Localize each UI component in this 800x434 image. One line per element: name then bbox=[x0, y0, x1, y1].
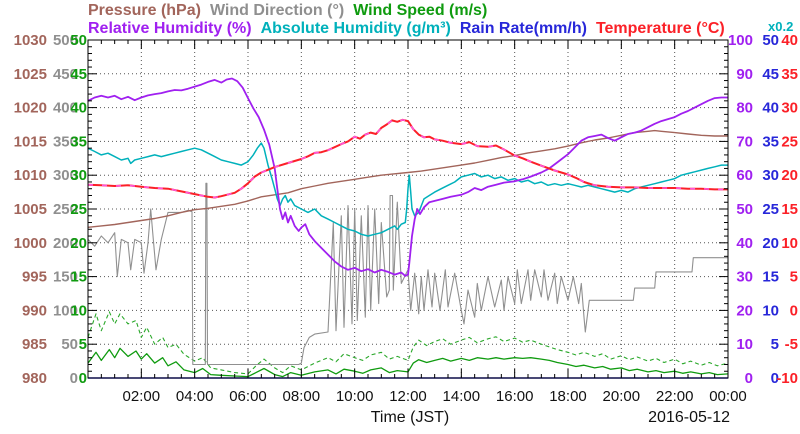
wind_direction-tick-label: 400 bbox=[53, 100, 78, 117]
pressure-tick-label: 995 bbox=[22, 269, 47, 286]
wind_speed-tick-label: 45 bbox=[70, 66, 87, 83]
wind_direction-tick-label: 500 bbox=[53, 32, 78, 49]
wind_direction-tick-label: 450 bbox=[53, 66, 78, 83]
temperature-tick-label: 30 bbox=[781, 100, 798, 117]
pressure-tick-label: 980 bbox=[22, 370, 47, 387]
time-tick-label: 02:00 bbox=[123, 388, 161, 405]
temperature-tick-label: 25 bbox=[781, 133, 798, 150]
temperature-tick-label: 15 bbox=[781, 201, 798, 218]
temperature-tick-label: 40 bbox=[781, 32, 798, 49]
legend-row-2: Relative Humidity (%) Absolute Humidity … bbox=[88, 21, 725, 37]
pressure-tick-label: 990 bbox=[22, 302, 47, 319]
rain_rate-tick-label: 20 bbox=[762, 235, 779, 252]
wind_direction-tick-label: 350 bbox=[53, 133, 78, 150]
time-tick-label: 14:00 bbox=[443, 388, 481, 405]
legend-pressure: Pressure (hPa) bbox=[88, 2, 201, 19]
relative_humidity-tick-label: 40 bbox=[736, 235, 753, 252]
wind_speed-tick-label: 40 bbox=[70, 100, 87, 117]
pressure-tick-label: 1010 bbox=[14, 167, 47, 184]
relative_humidity-tick-label: 30 bbox=[736, 269, 753, 286]
wind_direction-tick-label: 200 bbox=[53, 235, 78, 252]
relative_humidity-tick-label: 90 bbox=[736, 66, 753, 83]
pressure-tick-label: 985 bbox=[22, 336, 47, 353]
date-label: 2016-05-12 bbox=[648, 409, 730, 426]
temperature-tick-label: -5 bbox=[785, 336, 798, 353]
time-tick-label: 18:00 bbox=[549, 388, 587, 405]
time-tick-label: 00:00 bbox=[709, 388, 747, 405]
wind_speed-tick-label: 10 bbox=[70, 302, 87, 319]
pressure-tick-label: 1015 bbox=[14, 133, 47, 150]
temperature-tick-label: 35 bbox=[781, 66, 798, 83]
relative_humidity-tick-label: 100 bbox=[728, 32, 753, 49]
temperature-tick-label: 10 bbox=[781, 235, 798, 252]
wind_speed-tick-label: 35 bbox=[70, 133, 87, 150]
wind_speed-tick-label: 30 bbox=[70, 167, 87, 184]
legend-rain-rate: Rain Rate(mm/h) bbox=[459, 20, 587, 37]
wind_speed-tick-label: 0 bbox=[79, 370, 87, 387]
legend-relative-humidity: Relative Humidity (%) bbox=[88, 20, 252, 37]
rain_rate-tick-label: 5 bbox=[771, 336, 779, 353]
rain_rate-tick-label: 40 bbox=[762, 100, 779, 117]
wind_direction-tick-label: 150 bbox=[53, 269, 78, 286]
rain_rate-tick-label: 50 bbox=[762, 32, 779, 49]
temperature-tick-label: 5 bbox=[790, 269, 798, 286]
legend-wind-speed: Wind Speed (m/s) bbox=[353, 2, 488, 19]
time-tick-label: 04:00 bbox=[176, 388, 214, 405]
wind_speed-tick-label: 50 bbox=[70, 32, 87, 49]
wind_speed-tick-label: 20 bbox=[70, 235, 87, 252]
pressure-tick-label: 1025 bbox=[14, 66, 47, 83]
time-tick-label: 10:00 bbox=[336, 388, 374, 405]
rain_rate-tick-label: 15 bbox=[762, 269, 779, 286]
temperature-tick-label: 0 bbox=[790, 302, 798, 319]
wind_direction-tick-label: 0 bbox=[70, 370, 78, 387]
time-tick-label: 06:00 bbox=[229, 388, 267, 405]
relative_humidity-tick-label: 20 bbox=[736, 302, 753, 319]
wind_direction-tick-label: 100 bbox=[53, 302, 78, 319]
rain_rate-tick-label: 25 bbox=[762, 201, 779, 218]
absolute-humidity-scale-note: x0.2 bbox=[768, 19, 794, 34]
legend-row-1: Pressure (hPa) Wind Direction (°) Wind S… bbox=[88, 3, 487, 19]
relative_humidity-tick-label: 70 bbox=[736, 133, 753, 150]
relative_humidity-tick-label: 0 bbox=[745, 370, 753, 387]
relative_humidity-tick-label: 10 bbox=[736, 336, 753, 353]
time-tick-label: 08:00 bbox=[283, 388, 321, 405]
time-tick-label: 22:00 bbox=[656, 388, 694, 405]
temperature-tick-label: 20 bbox=[781, 167, 798, 184]
relative_humidity-tick-label: 80 bbox=[736, 100, 753, 117]
rain_rate-tick-label: 35 bbox=[762, 133, 779, 150]
legend-absolute-humidity: Absolute Humidity (g/m³) bbox=[260, 20, 451, 37]
time-axis-title: Time (JST) bbox=[370, 409, 450, 426]
legend-wind-direction: Wind Direction (°) bbox=[209, 2, 345, 19]
pressure-tick-label: 1030 bbox=[14, 32, 47, 49]
time-tick-label: 12:00 bbox=[389, 388, 427, 405]
rain_rate-tick-label: 10 bbox=[762, 302, 779, 319]
pressure-tick-label: 1020 bbox=[14, 100, 47, 117]
relative_humidity-tick-label: 60 bbox=[736, 167, 753, 184]
legend-temperature: Temperature (°C) bbox=[595, 20, 725, 37]
rain_rate-tick-label: 30 bbox=[762, 167, 779, 184]
wind_direction-tick-label: 250 bbox=[53, 201, 78, 218]
relative_humidity-tick-label: 50 bbox=[736, 201, 753, 218]
temperature-tick-label: -10 bbox=[776, 370, 798, 387]
wind_direction-tick-label: 50 bbox=[61, 336, 78, 353]
wind_speed-tick-label: 5 bbox=[79, 336, 87, 353]
time-tick-label: 16:00 bbox=[496, 388, 534, 405]
rain_rate-tick-label: 45 bbox=[762, 66, 779, 83]
rain_rate-tick-label: 0 bbox=[771, 370, 779, 387]
pressure-tick-label: 1000 bbox=[14, 235, 47, 252]
time-tick-label: 20:00 bbox=[603, 388, 641, 405]
wind_speed-tick-label: 15 bbox=[70, 269, 87, 286]
pressure-tick-label: 1005 bbox=[14, 201, 47, 218]
wind_speed-tick-label: 25 bbox=[70, 201, 87, 218]
wind_direction-tick-label: 300 bbox=[53, 167, 78, 184]
